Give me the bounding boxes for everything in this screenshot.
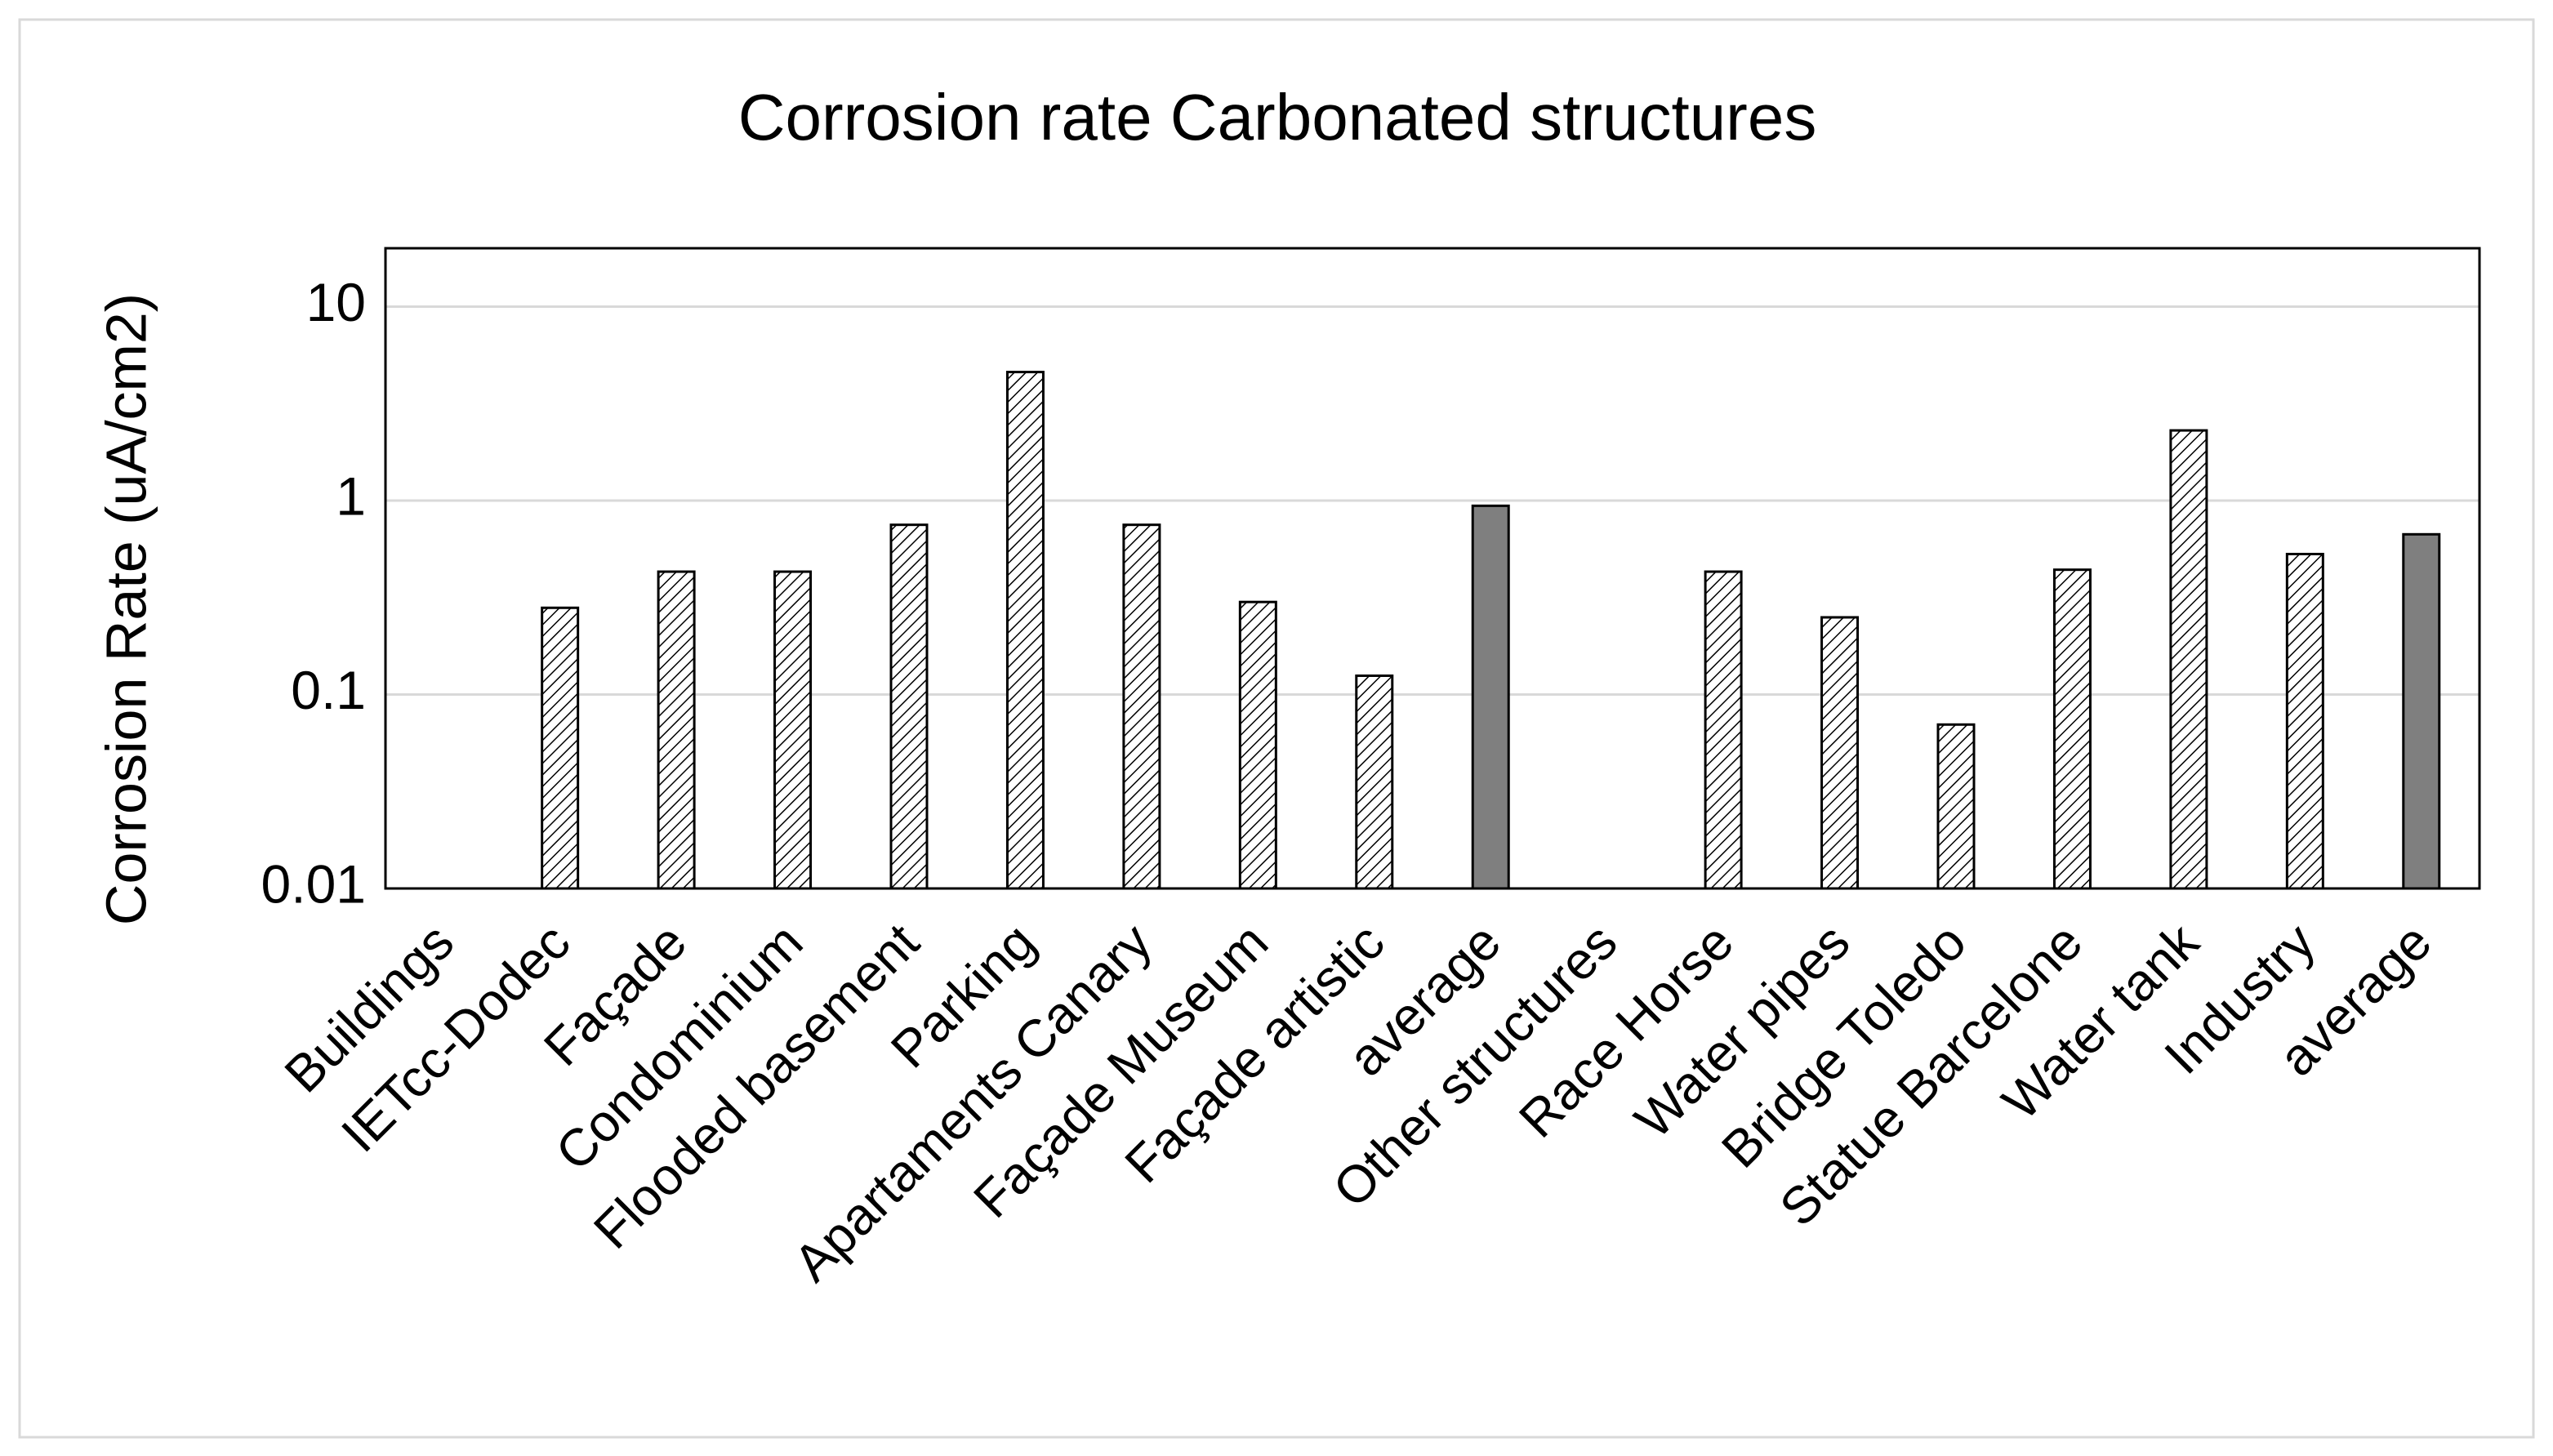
bar (1005, 371, 1045, 890)
bar (1238, 600, 1277, 890)
bar (2402, 532, 2441, 890)
bar (1704, 570, 1743, 890)
bar (2285, 552, 2324, 890)
chart-title: Corrosion rate Carbonated structures (738, 81, 1817, 154)
bar (541, 606, 580, 890)
y-tick-label: 0.1 (291, 660, 366, 720)
bar (1936, 723, 1976, 890)
bar (773, 570, 813, 890)
bar (1820, 616, 1860, 890)
bar (1471, 504, 1510, 890)
bar (657, 570, 696, 890)
bar (1355, 674, 1394, 890)
y-tick-label: 10 (306, 272, 366, 332)
bar (889, 523, 929, 890)
y-axis-label: Corrosion Rate (uA/cm2) (94, 293, 158, 925)
y-tick-label: 0.01 (261, 853, 366, 914)
bar (1122, 523, 1161, 890)
y-tick-label: 1 (336, 465, 366, 526)
bar (2169, 429, 2208, 890)
bar (2052, 568, 2092, 890)
plot-frame (384, 247, 2481, 890)
